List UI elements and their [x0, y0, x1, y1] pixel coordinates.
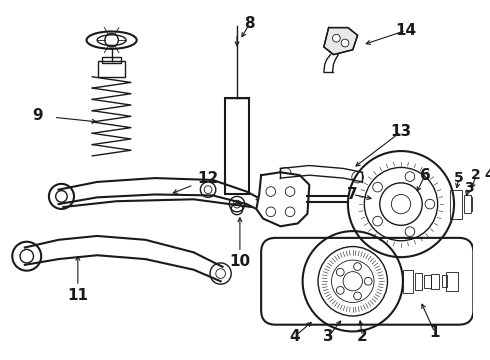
Bar	[476, 194, 486, 215]
Text: 4: 4	[290, 329, 300, 344]
Text: 2: 2	[471, 168, 481, 182]
Bar	[98, 61, 125, 77]
Bar	[464, 195, 471, 213]
Bar	[487, 194, 490, 214]
Bar	[441, 275, 447, 287]
Text: 10: 10	[229, 255, 250, 270]
Text: 4: 4	[484, 168, 490, 182]
Bar	[450, 190, 462, 219]
Bar	[416, 273, 422, 290]
Circle shape	[341, 39, 349, 47]
Text: 3: 3	[464, 181, 473, 195]
Text: 11: 11	[67, 288, 88, 303]
Text: 13: 13	[391, 124, 412, 139]
Text: 5: 5	[454, 171, 464, 185]
Polygon shape	[324, 28, 358, 55]
Text: 2: 2	[357, 329, 368, 344]
Polygon shape	[256, 172, 309, 226]
Text: 1: 1	[430, 325, 440, 340]
Bar	[102, 58, 121, 63]
Bar	[446, 272, 458, 291]
Circle shape	[333, 34, 340, 42]
Text: 9: 9	[32, 108, 43, 123]
Text: 12: 12	[197, 171, 219, 185]
Text: 7: 7	[347, 187, 358, 202]
Text: 3: 3	[323, 329, 334, 344]
Bar	[403, 270, 413, 293]
Bar	[431, 274, 439, 289]
Bar	[225, 98, 248, 194]
Bar	[424, 275, 431, 288]
Bar	[472, 197, 478, 211]
Text: 6: 6	[420, 168, 431, 183]
Text: 14: 14	[395, 23, 416, 38]
Text: 8: 8	[244, 16, 255, 31]
